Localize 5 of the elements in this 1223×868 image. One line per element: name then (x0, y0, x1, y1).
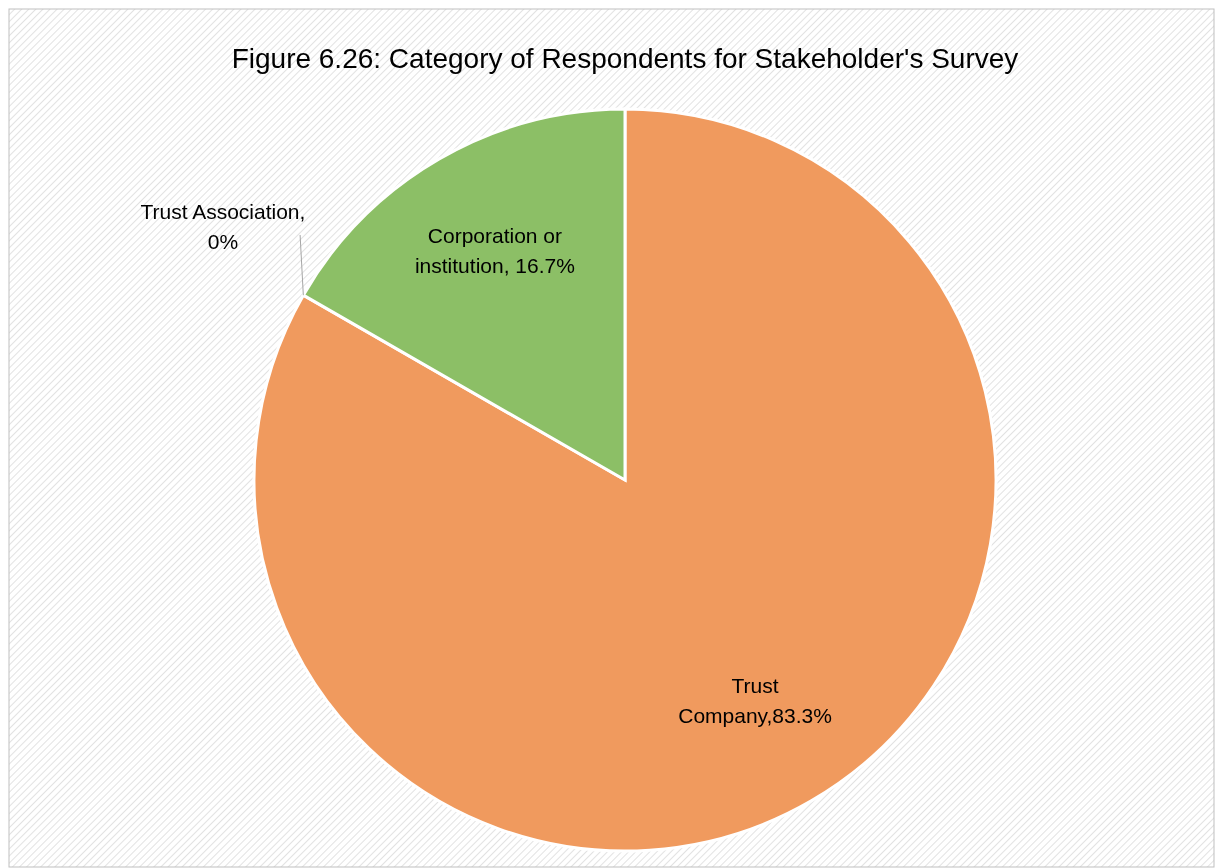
category-label: Trust Association, (140, 199, 306, 223)
chart-title: Figure 6.26: Category of Respondents for Stakeholder's Survey (231, 43, 1019, 74)
text: 0% (207, 229, 239, 253)
slice-label: Trust Company,83.3% (678, 673, 832, 727)
slice-label: Corporation or institution, 16.7% (414, 224, 575, 278)
